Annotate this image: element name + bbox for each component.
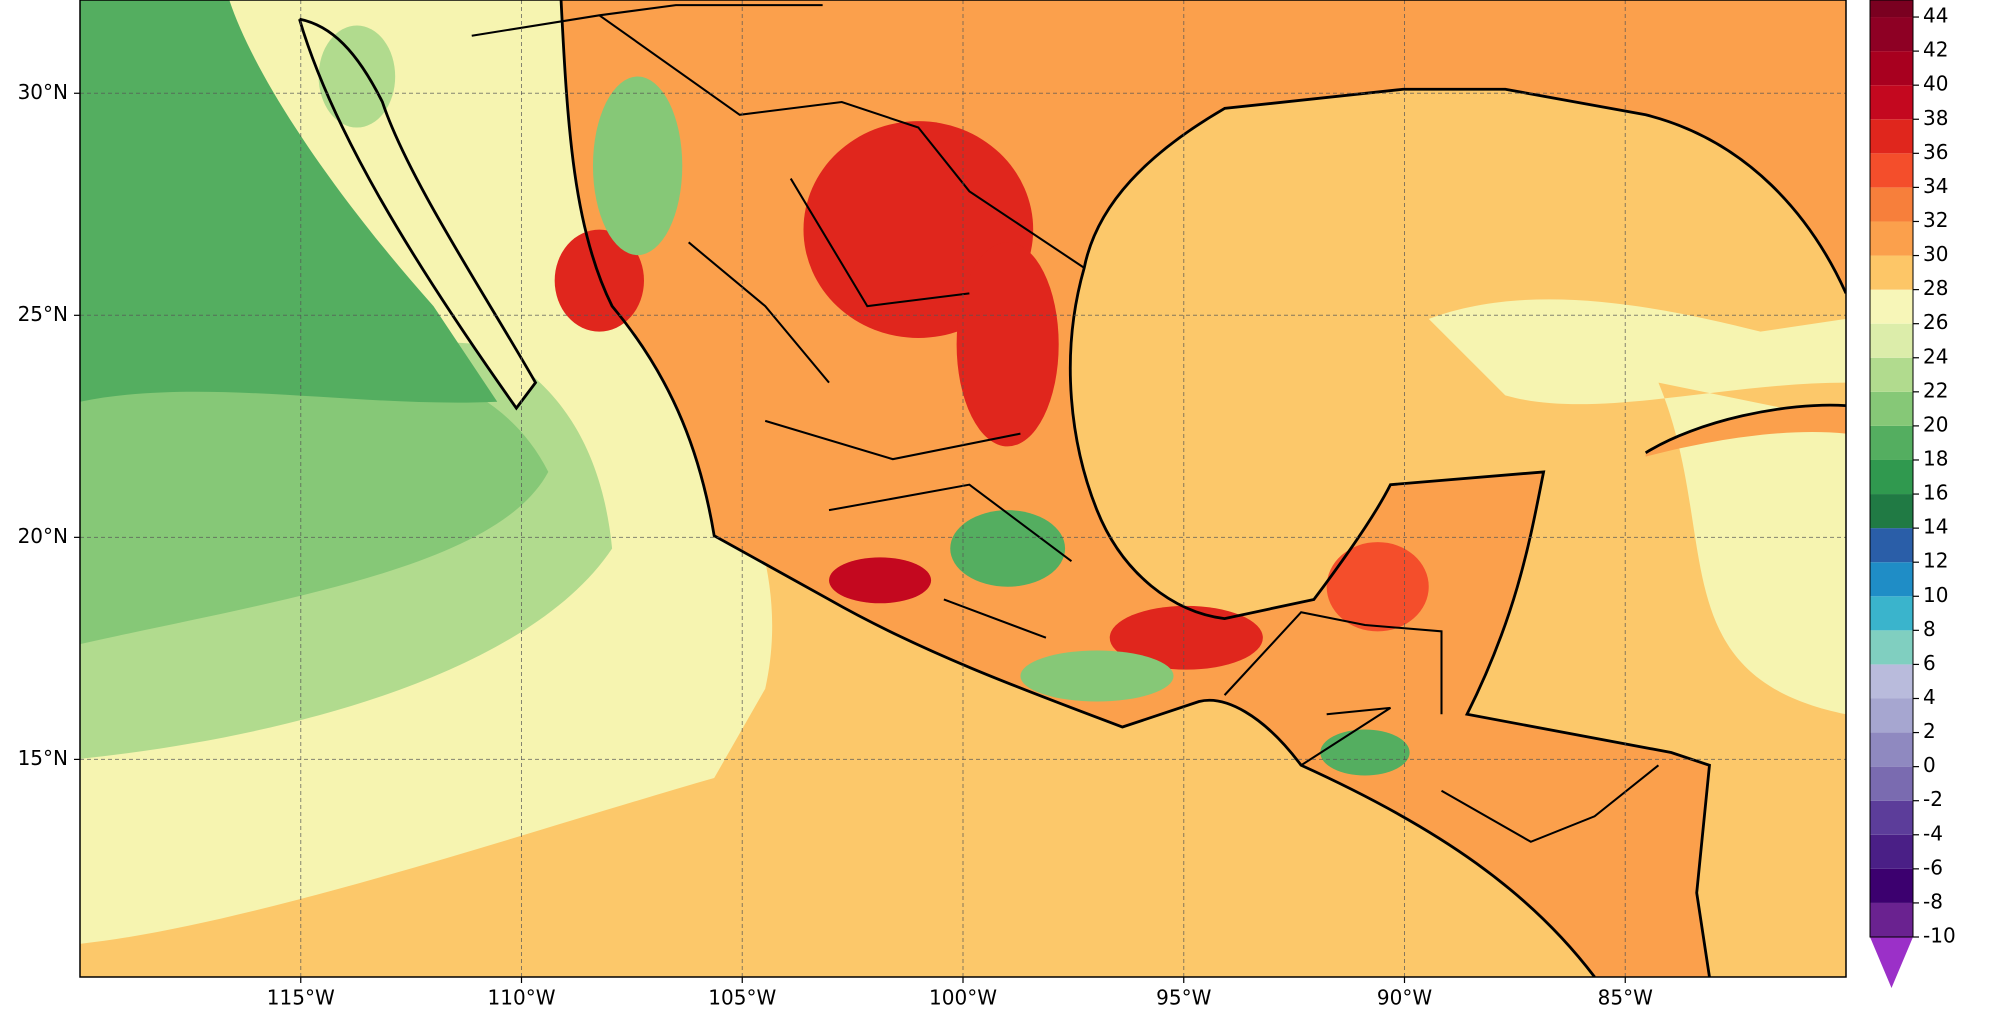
colorbar-segment — [1870, 51, 1913, 86]
colorbar-tick-label: 30 — [1923, 242, 1948, 266]
x-tick-label: 85°W — [1598, 986, 1653, 1010]
colorbar-segment — [1870, 255, 1913, 290]
colorbar-tick-label: 14 — [1923, 515, 1948, 539]
hot-area — [1109, 605, 1263, 670]
colorbar-tick-label: 36 — [1923, 140, 1948, 164]
cool-area — [592, 76, 683, 256]
colorbar-tick-label: 10 — [1923, 583, 1948, 607]
colorbar-segment — [1870, 323, 1913, 358]
colorbar: -10-8-6-4-202468101214161820222426283032… — [1869, 0, 1956, 988]
colorbar-segment — [1870, 800, 1913, 835]
hot-area — [829, 557, 932, 604]
cool-area — [318, 25, 396, 128]
colorbar-segment — [1870, 17, 1913, 52]
colorbar-tick-label: 18 — [1923, 446, 1948, 470]
colorbar-segment — [1870, 868, 1913, 903]
cool-area — [1020, 650, 1174, 702]
colorbar-segment — [1870, 834, 1913, 869]
colorbar-tick-label: 4 — [1923, 685, 1936, 709]
y-tick-label: 20°N — [18, 524, 68, 548]
colorbar-tick-label: 32 — [1923, 208, 1948, 232]
x-tick-label: 95°W — [1156, 986, 1211, 1010]
x-tick-label: 110°W — [488, 986, 556, 1010]
colorbar-extend — [1870, 937, 1913, 988]
colorbar-segment — [1870, 562, 1913, 597]
y-tick-label: 25°N — [18, 302, 68, 326]
colorbar-tick-label: 8 — [1923, 617, 1936, 641]
y-tick-label: 30°N — [18, 80, 68, 104]
colorbar-tick-label: -6 — [1923, 855, 1943, 879]
colorbar-tick-label: 22 — [1923, 378, 1948, 402]
colorbar-tick-label: 12 — [1923, 549, 1948, 573]
colorbar-segment — [1870, 664, 1913, 699]
pale-caribbean — [1428, 299, 1846, 715]
colorbar-tick-label: -2 — [1923, 787, 1943, 811]
colorbar-frame — [1869, 0, 1914, 938]
colorbar-tick-label: 34 — [1923, 174, 1948, 198]
colorbar-segment — [1870, 187, 1913, 222]
colorbar-segment — [1870, 85, 1913, 120]
dark-green-ocean — [80, 0, 498, 403]
colorbar-tick-label: 0 — [1923, 753, 1936, 777]
x-tick-label: 100°W — [929, 986, 997, 1010]
colorbar-segment — [1870, 221, 1913, 256]
colorbar-tick-label: 16 — [1923, 481, 1948, 505]
colorbar-tick-label: 20 — [1923, 412, 1948, 436]
grid — [80, 0, 1846, 977]
colorbar-segment — [1870, 153, 1913, 188]
colorbar-segment — [1870, 391, 1913, 426]
x-tick-label: 115°W — [267, 986, 335, 1010]
colorbar-segment — [1870, 459, 1913, 495]
colorbar-tick-label: 6 — [1923, 651, 1936, 675]
colorbar-segment — [1870, 425, 1913, 460]
hot-area — [554, 229, 644, 332]
x-tick-label: 90°W — [1377, 986, 1432, 1010]
colorbar-tick-label: 44 — [1923, 4, 1948, 28]
green-ocean — [80, 363, 549, 645]
map-field — [80, 0, 1846, 977]
state-border — [471, 4, 1660, 843]
colorbar-segment — [1870, 630, 1913, 665]
colorbar-tick-label: -10 — [1923, 924, 1956, 948]
colorbar-segment — [1870, 289, 1913, 324]
colorbar-segment — [1870, 528, 1913, 563]
colorbar-segment — [1870, 357, 1913, 392]
colorbar-tick-label: -4 — [1923, 821, 1943, 845]
colorbar-tick-label: 40 — [1923, 72, 1948, 96]
colorbar-segment — [1870, 0, 1913, 18]
cool-area — [950, 510, 1066, 587]
colorbar-segment — [1870, 698, 1913, 733]
colorbar-segment — [1870, 596, 1913, 631]
cool-area — [1320, 729, 1410, 776]
colorbar-segment — [1870, 494, 1913, 529]
colorbar-tick-label: 38 — [1923, 106, 1948, 130]
y-tick-label: 15°N — [18, 746, 68, 770]
cuba — [1645, 405, 1846, 457]
coastline — [298, 0, 1846, 977]
colorbar-segment — [1870, 766, 1913, 801]
hot-area — [1326, 542, 1429, 632]
colorbar-segment — [1870, 732, 1913, 767]
colorbar-segment — [1870, 119, 1913, 154]
colorbar-tick-label: 2 — [1923, 719, 1936, 743]
colorbar-tick-label: 24 — [1923, 344, 1948, 368]
colorbar-segment — [1870, 902, 1913, 937]
colorbar-tick-label: 28 — [1923, 276, 1948, 300]
colorbar-tick-label: 42 — [1923, 38, 1948, 62]
colorbar-tick-label: -8 — [1923, 889, 1943, 913]
hot-area — [956, 242, 1059, 447]
x-tick-label: 105°W — [708, 986, 776, 1010]
colorbar-tick-label: 26 — [1923, 310, 1948, 334]
